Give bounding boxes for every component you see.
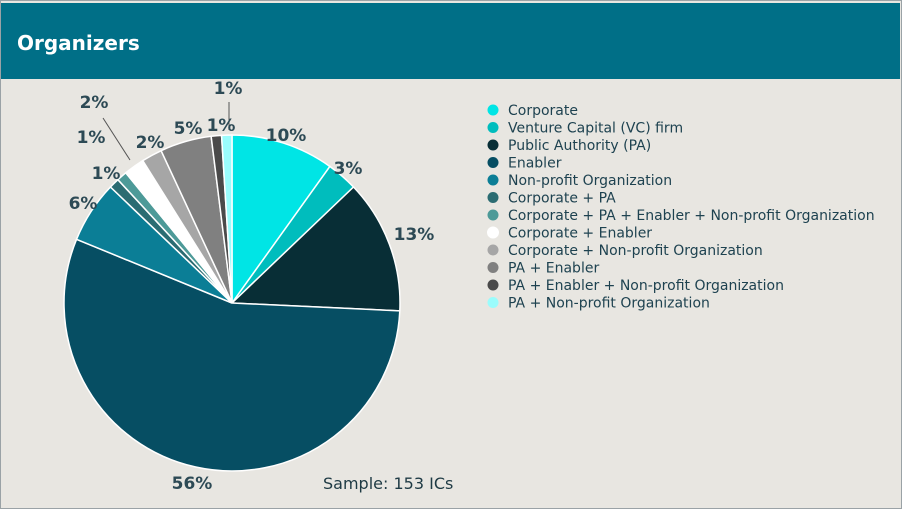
legend-marker: [487, 157, 499, 168]
legend-label: Corporate + PA: [508, 191, 616, 207]
legend-marker: [487, 122, 499, 133]
leader-line: [102, 117, 131, 161]
slice-percent-label: 1%: [77, 128, 106, 148]
slice-percent-label: 2%: [80, 93, 109, 113]
legend-marker: [487, 104, 499, 116]
legend-label: Corporate + PA + Enabler + Non-profit Or…: [508, 208, 875, 224]
legend-marker: [487, 244, 499, 256]
pie-slice: [220, 134, 233, 304]
legend-label: Corporate: [508, 103, 578, 119]
slice-percent-label: 1%: [207, 116, 236, 136]
legend-label: PA + Enabler: [508, 261, 599, 277]
legend-marker: [487, 209, 499, 221]
legend-label: PA + Enabler + Non-profit Organization: [508, 278, 784, 294]
pie-slice: [63, 238, 401, 472]
slice-percent-label: 5%: [174, 119, 203, 139]
legend-marker: [487, 297, 499, 308]
legend-label: Public Authority (PA): [508, 138, 651, 154]
legend-label: Venture Capital (VC) firm: [508, 121, 683, 137]
slice-percent-label: 56%: [172, 474, 213, 494]
slice-percent-label: 1%: [214, 79, 243, 99]
pie-slice: [230, 185, 401, 312]
slice-percent-label: 10%: [266, 126, 307, 146]
slice-percent-label: 13%: [394, 225, 435, 245]
label-leaders: [102, 102, 230, 161]
legend-label: Non-profit Organization: [508, 173, 672, 189]
legend-label: Corporate + Non-profit Organization: [508, 243, 763, 259]
slice-percent-label: 1%: [92, 164, 121, 184]
pie-slices: [63, 134, 401, 472]
legend-marker: [487, 139, 499, 151]
percent-labels: 10%3%13%56%6%1%1%2%2%5% 1%1%: [69, 79, 435, 494]
sample-note: Sample: 153 ICs: [323, 474, 454, 493]
legend-label: Enabler: [508, 156, 562, 172]
pie-slice: [231, 134, 331, 306]
slice-percent-label: 3%: [334, 159, 363, 179]
page-title: Organizers: [17, 31, 140, 55]
legend-label: Corporate + Enabler: [508, 226, 652, 242]
legend-marker: [487, 192, 499, 203]
legend-marker: [487, 262, 499, 273]
legend-marker: [487, 174, 499, 186]
legend-marker: [487, 279, 499, 291]
chart-legend: Corporate Venture Capital (VC) firmPublic…: [487, 103, 875, 312]
slice-percent-label: 6%: [69, 194, 98, 214]
legend-marker: [487, 226, 499, 239]
slice-percent-label: 2%: [136, 133, 165, 153]
title-bar: Organizers: [1, 3, 900, 79]
legend-label: PA + Non-profit Organization: [508, 296, 710, 312]
